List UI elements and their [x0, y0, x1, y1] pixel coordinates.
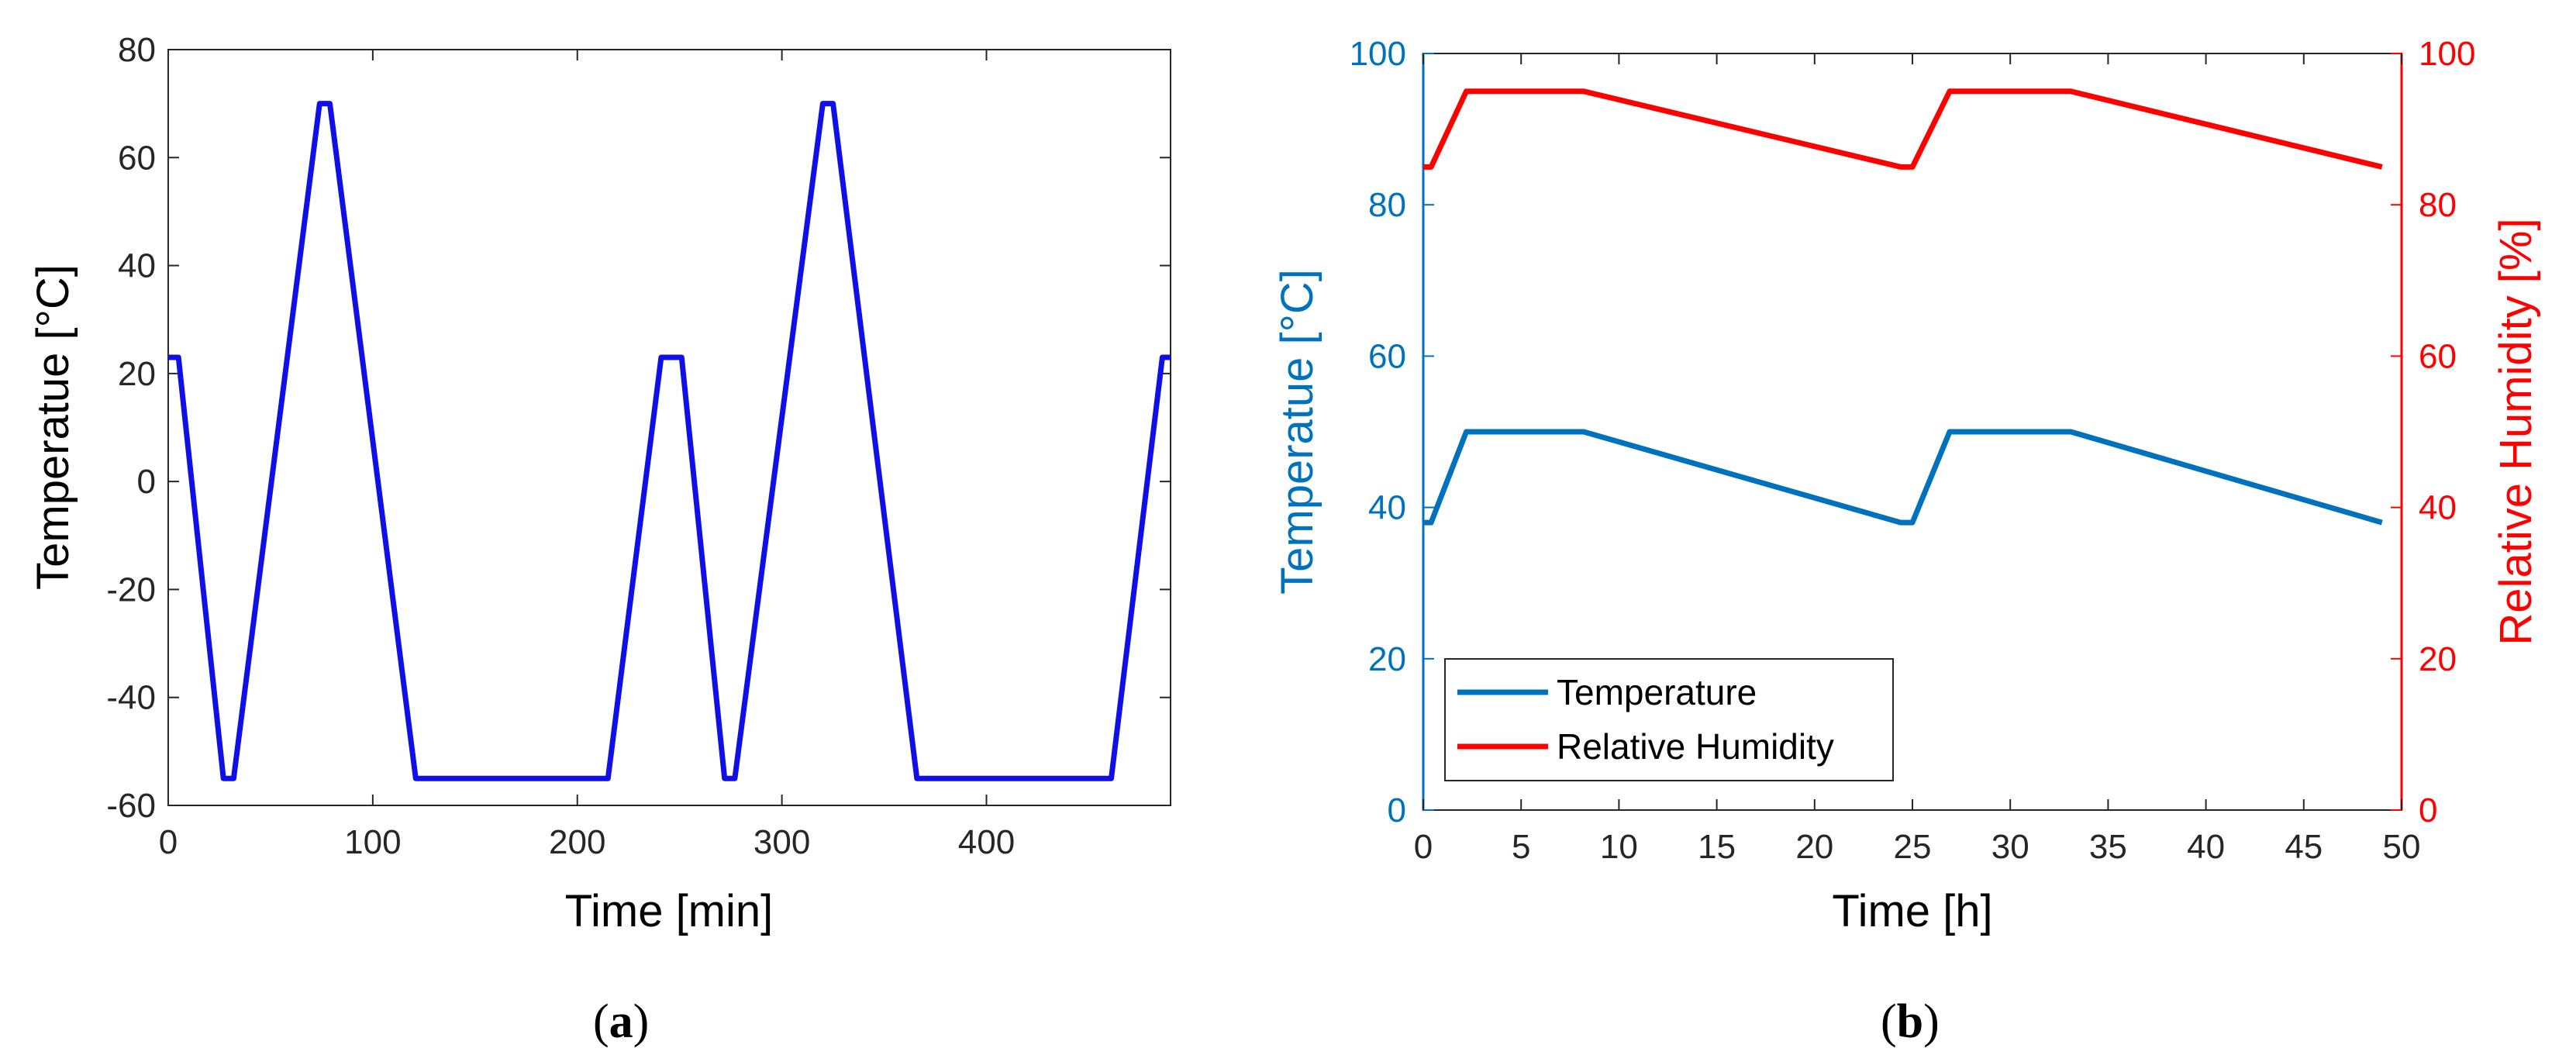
- x-tick-label: 35: [2089, 828, 2127, 866]
- right-y-tick-label: 60: [2419, 337, 2457, 375]
- panel-b-caption-letter: b: [1897, 995, 1923, 1048]
- x-tick-label: 40: [2187, 828, 2225, 866]
- panel-b-x-axis-label: Time [h]: [1832, 886, 1992, 936]
- x-tick-label: 5: [1512, 828, 1530, 866]
- x-tick-label: 200: [549, 823, 605, 861]
- legend-humidity-label: Relative Humidity: [1557, 726, 1834, 767]
- panel-a-caption: (a): [593, 995, 649, 1048]
- x-tick-label: 45: [2285, 828, 2323, 866]
- panel-b-left-y-axis-label: Temperatue [°C]: [1272, 269, 1322, 595]
- left-y-tick-label: 20: [1368, 640, 1406, 678]
- x-tick-label: 20: [1795, 828, 1833, 866]
- x-tick-label: 100: [344, 823, 401, 861]
- panel-a-tick-labels: 0 100 200 300 400 -60 -40 -20 0 20 40 60 80: [106, 31, 1015, 861]
- x-tick-label: 0: [1414, 828, 1433, 866]
- x-tick-label: 10: [1600, 828, 1638, 866]
- panel-a-ticks: [167, 49, 1171, 806]
- y-tick-label: 60: [118, 139, 156, 177]
- right-y-tick-label: 80: [2419, 186, 2457, 224]
- humidity-series-line: [1423, 88, 2383, 170]
- x-tick-label: 15: [1698, 828, 1736, 866]
- legend-box: [1444, 658, 1894, 781]
- panel-b-tick-labels: 0 5 10 15 20 25 30 35 40 45 5002040608010002040608…: [1350, 35, 2476, 866]
- panel-a-y-axis-label: Temperatue [°C]: [28, 264, 78, 590]
- x-tick-label: 0: [159, 823, 178, 861]
- panel-a-x-axis-label: Time [min]: [565, 886, 774, 936]
- left-y-tick-label: 40: [1368, 489, 1406, 527]
- x-tick-label: 25: [1894, 828, 1932, 866]
- x-tick-label: 300: [753, 823, 810, 861]
- panel-a-caption-letter: a: [609, 995, 633, 1048]
- y-tick-label: 40: [118, 247, 156, 285]
- left-y-tick-label: 0: [1388, 791, 1406, 829]
- panel-a-plot-frame: [167, 49, 1171, 806]
- left-y-tick-label: 100: [1350, 35, 1406, 73]
- panel-b-right-y-axis-label: Relative Humidity [%]: [2491, 218, 2541, 645]
- x-tick-label: 30: [1991, 828, 2029, 866]
- panel-b-caption: (b): [1881, 995, 1940, 1048]
- x-tick-label: 50: [2383, 828, 2421, 866]
- temperature-series-line: [1423, 429, 2383, 526]
- y-tick-label: -20: [106, 571, 156, 609]
- right-y-tick-label: 20: [2419, 640, 2457, 678]
- panel-b-ticks: [1422, 53, 2402, 811]
- y-tick-label: -40: [106, 679, 156, 717]
- panel-a-chart: 0 100 200 300 400 -60 -40 -20 0 20 40 60 80 Time [mi…: [28, 31, 1171, 1048]
- y-tick-label: 80: [118, 31, 156, 69]
- panel-b-chart: 0 5 10 15 20 25 30 35 40 45 5002040608010002040608…: [1272, 35, 2541, 1048]
- y-tick-label: 0: [137, 463, 156, 501]
- panel-a-series: [168, 101, 1171, 781]
- left-y-tick-label: 60: [1368, 337, 1406, 375]
- y-tick-label: 20: [118, 355, 156, 393]
- x-tick-label: 400: [958, 823, 1015, 861]
- panel-b-legend: Temperature Relative Humidity: [1444, 658, 1894, 781]
- right-y-tick-label: 0: [2419, 791, 2437, 829]
- y-tick-label: -60: [106, 787, 156, 825]
- panel-b-series: [1423, 88, 2383, 526]
- right-y-tick-label: 100: [2419, 35, 2475, 73]
- right-y-tick-label: 40: [2419, 489, 2457, 527]
- left-y-tick-label: 80: [1368, 186, 1406, 224]
- legend-temperature-label: Temperature: [1557, 672, 1757, 712]
- temperature-series-line: [168, 101, 1171, 781]
